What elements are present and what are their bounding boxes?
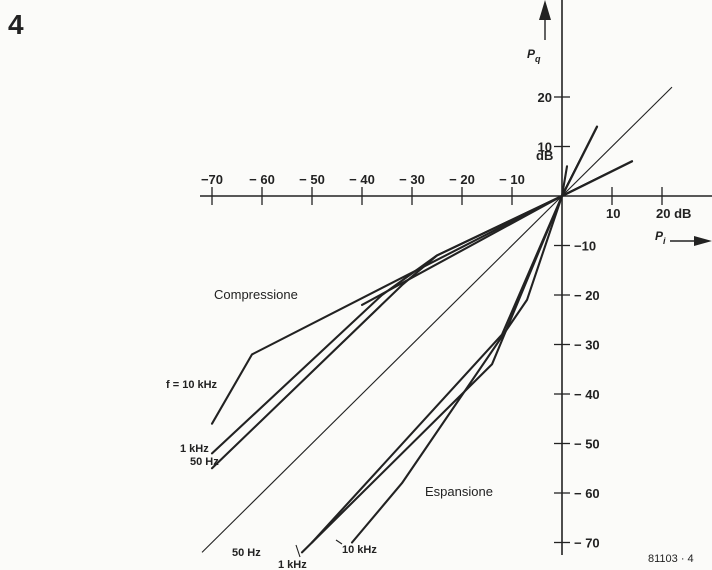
exp-1khz-leader (295, 544, 301, 558)
y-tick-label: − 50 (574, 437, 600, 452)
x-tick-label: − 50 (299, 172, 325, 187)
compressione-1-khz-curve (210, 160, 634, 455)
x-tick-label: − 60 (249, 172, 275, 187)
y-tick-label: −10 (574, 239, 596, 254)
y-axis-arrow-head (539, 0, 551, 20)
x-axis-arrow-head (694, 236, 712, 246)
y-tick-label: − 60 (574, 486, 600, 501)
labels-layer: Compressione Espansione f = 10 kHz 1 kHz… (166, 148, 694, 570)
compressione-50-hz-curve (210, 160, 634, 470)
y-tick-label: − 70 (574, 536, 600, 551)
x-axis-title: Pi (655, 229, 666, 246)
x-tick-label: 20 dB (656, 206, 691, 221)
compressione-label: Compressione (214, 287, 298, 302)
comp-1khz-label: 1 kHz (180, 443, 209, 455)
curves-layer (201, 86, 673, 558)
compressione-extra-curve (360, 165, 569, 306)
y-axis-title: Pq (527, 47, 541, 64)
figure-code: 81103 · 4 (648, 553, 694, 565)
x-tick-label: − 30 (399, 172, 425, 187)
exp-10khz-leader (335, 539, 343, 545)
exp-1khz-label: 1 kHz (278, 559, 307, 570)
y-axis-unit: dB (536, 148, 553, 163)
y-tick-label: − 30 (574, 338, 600, 353)
figure-number: 4 (8, 9, 24, 40)
espansione-label: Espansione (425, 484, 493, 499)
comp-10khz-label: f = 10 kHz (166, 379, 218, 391)
espansione-10-khz-curve (350, 125, 599, 544)
axes-layer: Pq Pi −70 − 60 − 50 − 40 − 30 − 20 − 10 10 20 dB 20… (200, 0, 712, 555)
y-tick-label: 20 (538, 90, 552, 105)
x-tick-label: −70 (201, 172, 223, 187)
x-tick-label: − 10 (499, 172, 525, 187)
exp-50hz-label: 50 Hz (232, 547, 261, 559)
y-tick-label: 10 (538, 140, 552, 155)
exp-10khz-label: 10 kHz (342, 544, 377, 556)
y-tick-label: − 20 (574, 288, 600, 303)
x-tick-label: 10 (606, 206, 620, 221)
comp-50hz-label: 50 Hz (190, 456, 219, 468)
y-tick-label: − 40 (574, 387, 600, 402)
espansione-1-khz-curve (310, 125, 599, 544)
x-tick-label: − 20 (449, 172, 475, 187)
reference-line-1to1 (201, 86, 673, 553)
x-tick-label: − 40 (349, 172, 375, 187)
